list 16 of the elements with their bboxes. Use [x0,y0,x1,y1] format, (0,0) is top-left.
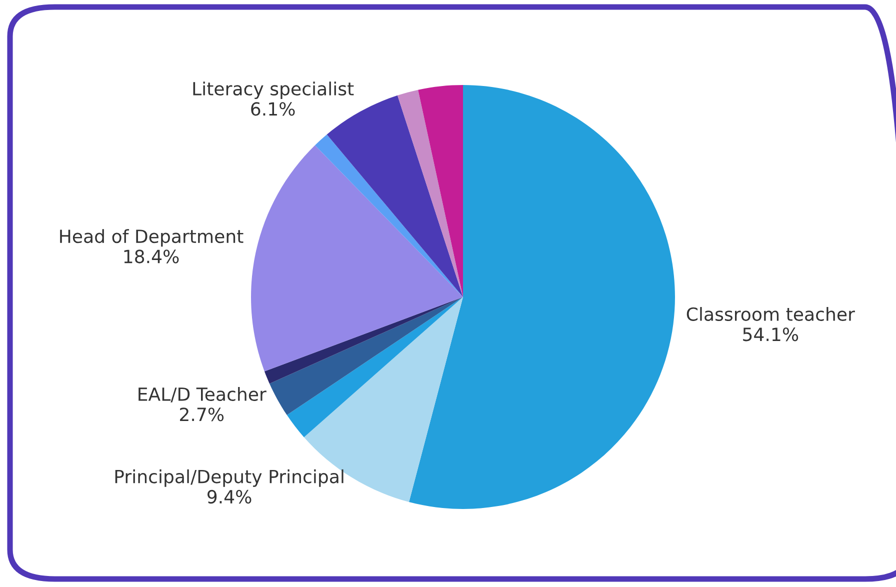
data-label: 54.1% [743,328,798,342]
slice-label: EAL/D Teacher [138,387,266,402]
data-label: 18.4% [124,250,179,264]
pie-slice [418,85,463,297]
data-label: 9.4% [207,490,252,504]
pie-slice [251,145,463,372]
slice-label: Classroom teacher [686,307,855,321]
pie-slice [314,134,463,297]
slice-label: Principal/Deputy Principal [115,469,344,487]
pie-slice [270,297,463,416]
pie-slice [397,90,463,297]
slice-label: Literacy specialist [193,82,354,100]
slice-label: Head of Department [60,229,244,247]
data-label: 2.7% [180,408,224,422]
data-label: 6.1% [251,102,295,116]
pie-slice [264,297,463,384]
